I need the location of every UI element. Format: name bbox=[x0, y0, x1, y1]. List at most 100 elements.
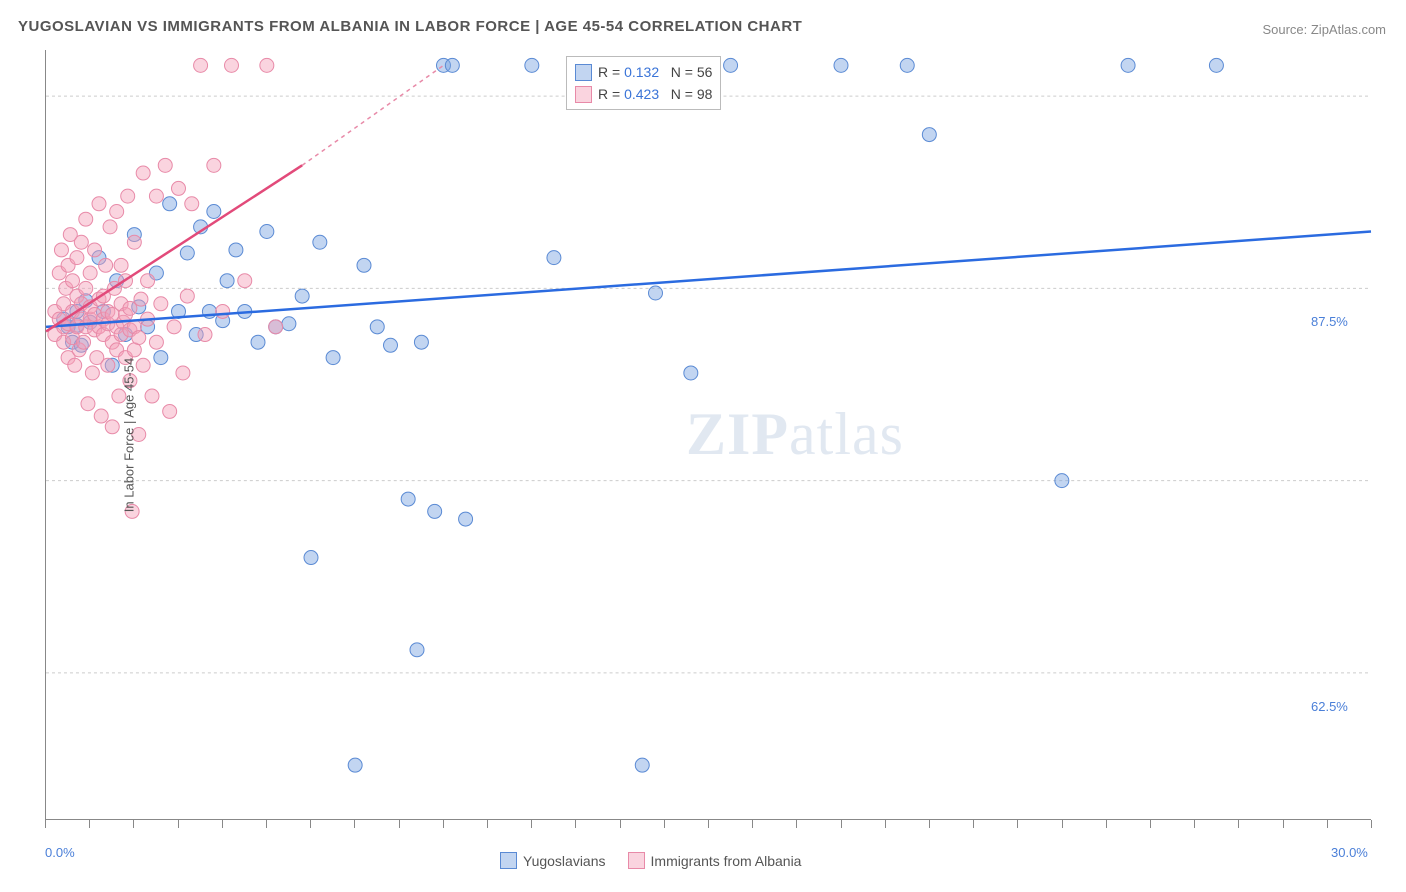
x-tick bbox=[354, 820, 355, 828]
data-point bbox=[238, 274, 252, 288]
data-point bbox=[176, 366, 190, 380]
data-point bbox=[635, 758, 649, 772]
data-point bbox=[121, 189, 135, 203]
data-point bbox=[92, 197, 106, 211]
x-tick bbox=[796, 820, 797, 828]
x-tick bbox=[266, 820, 267, 828]
data-point bbox=[900, 58, 914, 72]
data-point bbox=[348, 758, 362, 772]
data-point bbox=[260, 224, 274, 238]
scatter-plot-area: In Labor Force | Age 45-54 ZIPatlas R = … bbox=[45, 50, 1371, 820]
x-tick bbox=[310, 820, 311, 828]
data-point bbox=[459, 512, 473, 526]
data-point bbox=[85, 366, 99, 380]
data-point bbox=[68, 358, 82, 372]
data-point bbox=[282, 317, 296, 331]
data-point bbox=[132, 331, 146, 345]
data-point bbox=[326, 351, 340, 365]
data-point bbox=[410, 643, 424, 657]
data-point bbox=[684, 366, 698, 380]
data-point bbox=[922, 128, 936, 142]
y-tick-label: 62.5% bbox=[1311, 699, 1348, 714]
data-point bbox=[401, 492, 415, 506]
data-point bbox=[145, 389, 159, 403]
data-point bbox=[149, 335, 163, 349]
x-tick bbox=[1283, 820, 1284, 828]
data-point bbox=[370, 320, 384, 334]
x-tick bbox=[1238, 820, 1239, 828]
data-point bbox=[74, 235, 88, 249]
correlation-legend: R = 0.132 N = 56 R = 0.423 N = 98 bbox=[566, 56, 721, 110]
data-point bbox=[66, 274, 80, 288]
data-point bbox=[105, 420, 119, 434]
x-tick bbox=[89, 820, 90, 828]
data-point bbox=[114, 258, 128, 272]
data-point bbox=[79, 212, 93, 226]
x-tick-label: 0.0% bbox=[45, 845, 75, 860]
plot-svg bbox=[46, 50, 1371, 819]
x-tick bbox=[752, 820, 753, 828]
legend-row: R = 0.132 N = 56 bbox=[575, 61, 712, 83]
y-axis-label: In Labor Force | Age 45-54 bbox=[122, 357, 137, 511]
legend-row: R = 0.423 N = 98 bbox=[575, 83, 712, 105]
data-point bbox=[154, 351, 168, 365]
data-point bbox=[79, 281, 93, 295]
x-tick bbox=[973, 820, 974, 828]
data-point bbox=[207, 204, 221, 218]
x-tick bbox=[929, 820, 930, 828]
legend-swatch bbox=[628, 852, 645, 869]
x-tick bbox=[443, 820, 444, 828]
data-point bbox=[269, 320, 283, 334]
data-point bbox=[414, 335, 428, 349]
data-point bbox=[163, 404, 177, 418]
legend-r: R = 0.132 N = 56 bbox=[598, 64, 712, 80]
x-tick bbox=[620, 820, 621, 828]
x-tick bbox=[133, 820, 134, 828]
data-point bbox=[101, 358, 115, 372]
data-point bbox=[163, 197, 177, 211]
data-point bbox=[547, 251, 561, 265]
data-point bbox=[167, 320, 181, 334]
x-tick-label: 30.0% bbox=[1331, 845, 1368, 860]
data-point bbox=[649, 286, 663, 300]
legend-swatch bbox=[575, 64, 592, 81]
data-point bbox=[136, 358, 150, 372]
x-tick bbox=[1371, 820, 1372, 828]
data-point bbox=[313, 235, 327, 249]
data-point bbox=[194, 58, 208, 72]
source-attribution: Source: ZipAtlas.com bbox=[1262, 22, 1386, 37]
legend-r: R = 0.423 N = 98 bbox=[598, 86, 712, 102]
data-point bbox=[134, 292, 148, 306]
data-point bbox=[198, 328, 212, 342]
legend-item: Immigrants from Albania bbox=[628, 852, 802, 869]
x-tick bbox=[1194, 820, 1195, 828]
data-point bbox=[220, 274, 234, 288]
x-tick bbox=[1106, 820, 1107, 828]
y-tick-label: 87.5% bbox=[1311, 314, 1348, 329]
legend-item: Yugoslavians bbox=[500, 852, 606, 869]
data-point bbox=[110, 204, 124, 218]
x-tick bbox=[708, 820, 709, 828]
data-point bbox=[158, 158, 172, 172]
chart-title: YUGOSLAVIAN VS IMMIGRANTS FROM ALBANIA I… bbox=[18, 18, 802, 35]
series-legend: Yugoslavians Immigrants from Albania bbox=[500, 852, 801, 869]
x-tick bbox=[1017, 820, 1018, 828]
x-tick bbox=[664, 820, 665, 828]
data-point bbox=[94, 409, 108, 423]
data-point bbox=[251, 335, 265, 349]
data-point bbox=[180, 246, 194, 260]
data-point bbox=[70, 251, 84, 265]
data-point bbox=[225, 58, 239, 72]
legend-swatch bbox=[575, 86, 592, 103]
data-point bbox=[1209, 58, 1223, 72]
legend-swatch bbox=[500, 852, 517, 869]
data-point bbox=[99, 258, 113, 272]
data-point bbox=[54, 243, 68, 257]
data-point bbox=[136, 166, 150, 180]
data-point bbox=[207, 158, 221, 172]
data-point bbox=[149, 189, 163, 203]
x-tick bbox=[399, 820, 400, 828]
x-tick bbox=[178, 820, 179, 828]
data-point bbox=[154, 297, 168, 311]
x-tick bbox=[841, 820, 842, 828]
